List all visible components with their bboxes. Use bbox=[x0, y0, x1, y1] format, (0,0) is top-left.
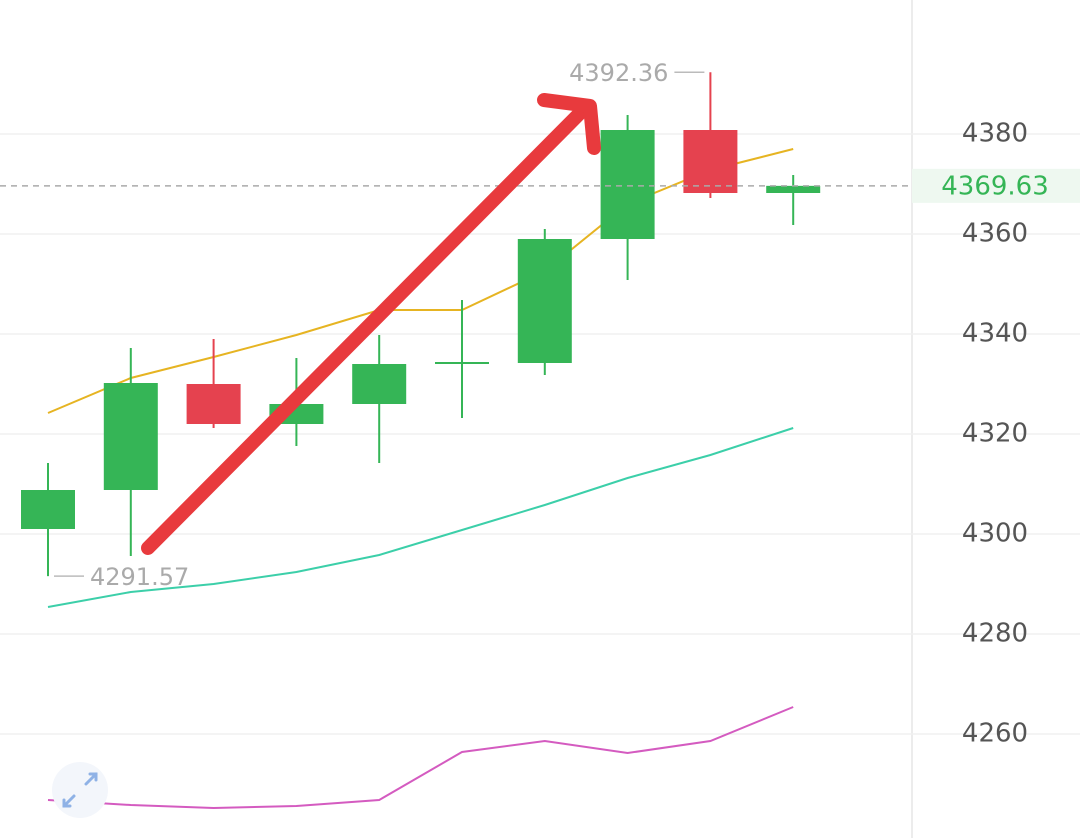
y-tick-label: 4340 bbox=[962, 319, 1028, 349]
low-label: 4291.57 bbox=[90, 563, 189, 591]
last-price-label: 4369.63 bbox=[941, 171, 1049, 201]
y-tick-label: 4360 bbox=[962, 219, 1028, 249]
candle-body bbox=[766, 185, 821, 193]
high-label: 4392.36 bbox=[569, 59, 668, 87]
trend-arrow bbox=[141, 93, 601, 555]
candle-body bbox=[21, 490, 75, 529]
y-tick-label: 4260 bbox=[962, 719, 1028, 749]
candle-body bbox=[352, 364, 407, 404]
y-tick-label: 4380 bbox=[962, 119, 1028, 149]
arrow-head bbox=[537, 93, 601, 155]
arrow-shaft bbox=[141, 101, 592, 555]
candle-body bbox=[517, 239, 572, 363]
moving-average-line bbox=[47, 427, 794, 608]
candle-body bbox=[186, 384, 241, 424]
y-tick-label: 4300 bbox=[962, 519, 1028, 549]
candle-body bbox=[683, 130, 738, 193]
y-tick-label: 4320 bbox=[962, 419, 1028, 449]
candle-body bbox=[103, 383, 158, 490]
moving-average-line bbox=[47, 706, 794, 810]
expand-button[interactable] bbox=[52, 762, 108, 818]
last-price-badge bbox=[912, 168, 1080, 203]
y-tick-label: 4280 bbox=[962, 619, 1028, 649]
expand-icon[interactable] bbox=[52, 762, 108, 818]
candle-body bbox=[600, 130, 655, 239]
expand-glyph bbox=[62, 772, 98, 808]
plot: 4260 4280 4300 4320 4340 4360 4380 4392.36 4291.… bbox=[0, 59, 1080, 810]
moving-average-line bbox=[47, 148, 794, 414]
candle-body bbox=[435, 362, 489, 364]
